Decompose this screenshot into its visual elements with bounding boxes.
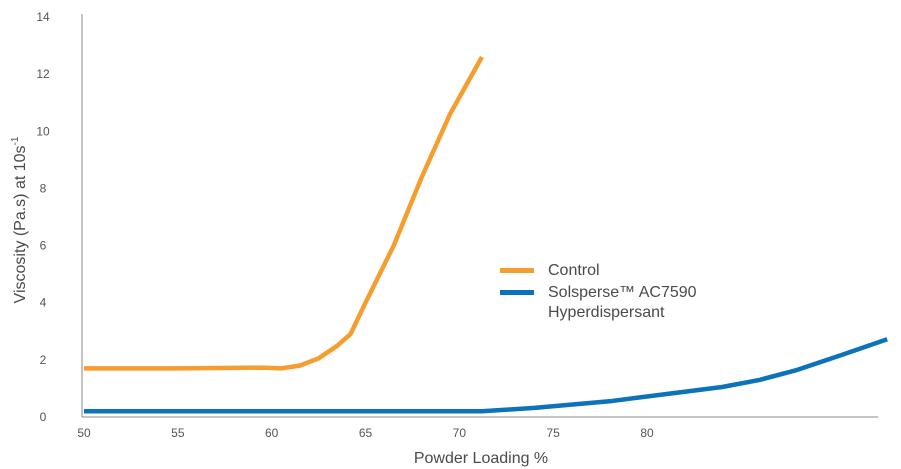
y-axis-title-superscript: -1 <box>10 136 21 145</box>
x-tick-label: 75 <box>547 426 561 440</box>
x-tick-label: 65 <box>359 426 373 440</box>
legend-label-solsperse: Solsperse™ AC7590 Hyperdispersant <box>548 284 697 321</box>
series-lines <box>84 55 888 414</box>
x-tick-label: 70 <box>453 426 467 440</box>
y-tick-label: 6 <box>40 239 47 253</box>
x-tick-label: 60 <box>265 426 279 440</box>
x-tick-label: 50 <box>77 426 91 440</box>
y-tick-label: 4 <box>40 296 47 310</box>
y-tick-label: 8 <box>40 181 47 195</box>
y-tick-label: 2 <box>40 353 47 367</box>
y-tick-label: 10 <box>36 124 50 138</box>
legend-swatch-control <box>500 268 534 273</box>
legend-item-solsperse: Solsperse™ AC7590 Hyperdispersant <box>500 283 697 323</box>
y-tick-label: 12 <box>36 67 50 81</box>
x-tick-label: 55 <box>171 426 185 440</box>
y-tick-label: 14 <box>36 10 50 24</box>
series-line-control <box>84 55 484 371</box>
legend-item-control: Control <box>500 261 697 281</box>
series-line-solsperse <box>84 337 888 414</box>
x-axis-title: Powder Loading % <box>414 450 548 467</box>
y-tick-labels: 0 2 4 6 8 10 12 14 <box>36 10 50 424</box>
legend-swatch-solsperse <box>500 290 534 295</box>
y-axis-title: Viscosity (Pa.s) at 10s-1 <box>10 136 29 303</box>
legend: Control Solsperse™ AC7590 Hyperdispersan… <box>500 261 697 325</box>
y-tick-label: 0 <box>40 410 47 424</box>
x-tick-labels: 50 55 60 65 70 75 80 <box>77 426 654 440</box>
y-axis-title-main: Viscosity (Pa.s) at 10s <box>12 145 29 303</box>
x-tick-label: 80 <box>640 426 654 440</box>
legend-label-control: Control <box>548 262 600 279</box>
